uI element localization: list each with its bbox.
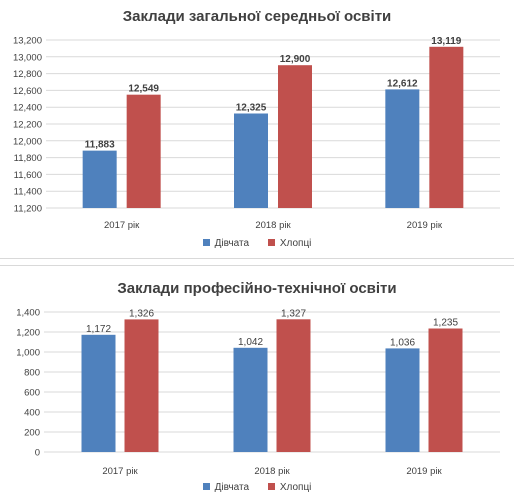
y-tick-label: 0	[35, 448, 40, 459]
y-tick-label: 11,600	[14, 170, 42, 181]
data-label: 1,172	[86, 324, 111, 335]
bar-boys	[429, 46, 464, 208]
bar-girls	[234, 113, 268, 208]
data-label: 1,235	[433, 318, 458, 329]
data-label: 12,612	[387, 78, 418, 89]
bar-chart-vocational-education: 0 200 400 600 800 1,000 1,200 1,400 1,172 1,326 20…	[16, 308, 500, 477]
y-tick-label: 1,400	[16, 308, 40, 319]
chart-title: Заклади професійно-технічної освіти	[117, 280, 397, 297]
bar-girls	[233, 347, 268, 452]
legend-swatch-girls	[202, 483, 210, 490]
bar-girls	[385, 89, 420, 208]
x-category-label: 2017 рік	[102, 466, 138, 477]
y-tick-label: 12,400	[13, 103, 42, 114]
legend-label-boys: Хлопці	[279, 482, 312, 493]
legend-item-boys: Хлопці	[267, 238, 312, 249]
x-category-label: 2017 рік	[104, 220, 140, 231]
legend-item-boys: Хлопці	[267, 482, 312, 493]
x-category-label: 2018 рік	[254, 466, 290, 477]
bar-chart-general-education: 11,200 11,400 11,600 11,800 12,000 12,200 12,4…	[13, 36, 500, 231]
legend-label-girls: Дівчата	[214, 482, 250, 493]
chart-panel-vocational-education: Заклади професійно-технічної освіти 0 200…	[0, 265, 514, 503]
data-label: 1,042	[238, 337, 263, 348]
legend-item-girls: Дівчата	[202, 238, 250, 249]
chart-legend: Дівчата Хлопці	[0, 238, 514, 249]
chart-legend: Дівчата Хлопці	[0, 482, 514, 493]
data-label: 12,900	[280, 54, 311, 65]
data-label: 1,326	[129, 308, 154, 319]
legend-swatch-girls	[202, 239, 210, 246]
y-tick-label: 11,400	[14, 187, 42, 198]
data-label: 11,883	[85, 140, 115, 151]
bar-boys	[428, 328, 463, 452]
legend-label-boys: Хлопці	[279, 238, 312, 249]
data-label: 13,119	[431, 36, 461, 47]
y-tick-label: 200	[24, 428, 40, 439]
data-label: 1,327	[281, 308, 306, 319]
x-category-label: 2018 рік	[255, 220, 291, 231]
bar-boys	[126, 94, 161, 208]
y-tick-label: 11,200	[14, 204, 42, 215]
data-label: 1,036	[390, 337, 415, 348]
y-tick-label: 12,200	[13, 120, 42, 131]
y-tick-label: 12,000	[13, 136, 42, 147]
legend-swatch-boys	[267, 483, 275, 490]
y-tick-label: 400	[24, 408, 40, 419]
y-tick-label: 11,800	[14, 153, 42, 164]
y-tick-label: 13,000	[13, 52, 42, 63]
legend-label-girls: Дівчата	[214, 238, 250, 249]
data-label: 12,325	[236, 103, 267, 114]
x-category-label: 2019 рік	[407, 220, 443, 231]
bar-boys	[276, 319, 311, 452]
bar-boys	[124, 319, 159, 452]
y-tick-label: 600	[24, 388, 40, 399]
legend-item-girls: Дівчата	[202, 482, 250, 493]
bar-girls	[81, 334, 116, 452]
chart-panel-general-education: Заклади загальної середньої освіти 11,20…	[0, 8, 514, 259]
bar-boys	[278, 65, 312, 208]
y-tick-label: 1,000	[16, 348, 40, 359]
bar-girls	[82, 150, 117, 208]
y-tick-label: 1,200	[16, 328, 40, 339]
chart-title: Заклади загальної середньої освіти	[122, 8, 392, 25]
y-tick-label: 12,600	[13, 86, 42, 97]
y-tick-label: 13,200	[13, 36, 42, 47]
y-tick-label: 12,800	[13, 69, 42, 80]
data-label: 12,549	[128, 84, 159, 95]
bar-girls	[385, 348, 420, 452]
x-category-label: 2019 рік	[406, 466, 442, 477]
legend-swatch-boys	[267, 239, 275, 246]
y-tick-label: 800	[24, 368, 40, 379]
